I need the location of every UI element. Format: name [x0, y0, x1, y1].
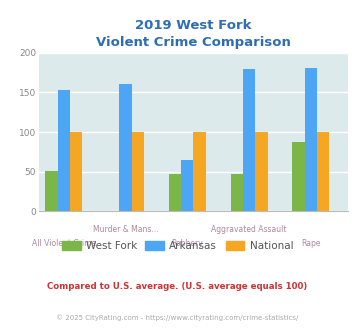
Text: © 2025 CityRating.com - https://www.cityrating.com/crime-statistics/: © 2025 CityRating.com - https://www.city…	[56, 314, 299, 321]
Bar	[119, 84, 132, 211]
Bar	[317, 132, 329, 211]
Bar	[243, 69, 255, 211]
Bar	[169, 174, 181, 211]
Text: Aggravated Assault: Aggravated Assault	[211, 225, 287, 234]
Bar	[58, 90, 70, 211]
Bar	[45, 171, 58, 211]
Text: Rape: Rape	[301, 239, 321, 248]
Text: Murder & Mans...: Murder & Mans...	[93, 225, 158, 234]
Legend: West Fork, Arkansas, National: West Fork, Arkansas, National	[58, 237, 297, 255]
Bar	[70, 132, 82, 211]
Bar	[132, 132, 144, 211]
Text: Robbery: Robbery	[171, 239, 203, 248]
Bar	[193, 132, 206, 211]
Bar	[181, 160, 193, 211]
Bar	[305, 68, 317, 211]
Bar	[255, 132, 268, 211]
Bar	[292, 142, 305, 211]
Text: Compared to U.S. average. (U.S. average equals 100): Compared to U.S. average. (U.S. average …	[47, 282, 308, 291]
Bar	[230, 174, 243, 211]
Title: 2019 West Fork
Violent Crime Comparison: 2019 West Fork Violent Crime Comparison	[96, 19, 291, 49]
Text: All Violent Crime: All Violent Crime	[32, 239, 96, 248]
